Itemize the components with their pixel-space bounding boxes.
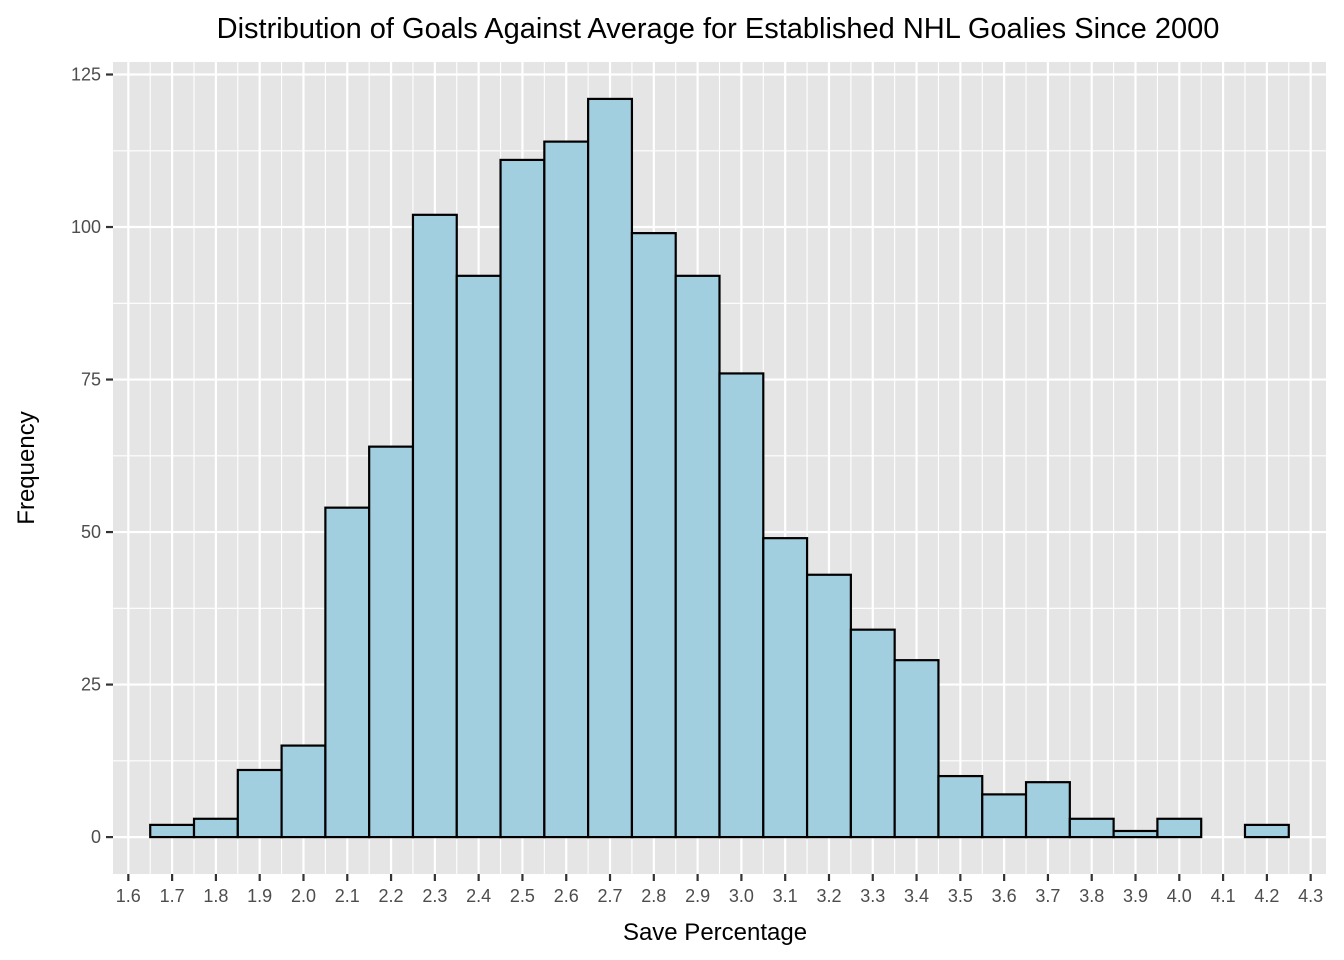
x-tick-label: 3.2 [816, 886, 841, 906]
x-tick-label: 4.1 [1211, 886, 1236, 906]
histogram-bar [324, 506, 371, 839]
x-tick-label: 3.5 [948, 886, 973, 906]
chart-title: Distribution of Goals Against Average fo… [217, 13, 1220, 45]
y-tick-label: 0 [91, 827, 101, 847]
histogram-bar [849, 628, 896, 839]
histogram-bar [368, 445, 415, 839]
histogram-bar [630, 232, 677, 839]
x-tick-label: 2.6 [554, 886, 579, 906]
x-tick-label: 1.6 [116, 886, 141, 906]
histogram-bar [192, 817, 239, 839]
x-tick-label: 3.6 [992, 886, 1017, 906]
x-tick-label: 2.8 [641, 886, 666, 906]
histogram-bar [718, 372, 765, 839]
x-tick-label: 1.9 [247, 886, 272, 906]
x-tick-label: 2.4 [466, 886, 491, 906]
histogram-bar [674, 274, 721, 839]
x-tick-label: 4.0 [1167, 886, 1192, 906]
x-tick-label: 1.8 [203, 886, 228, 906]
bar-group [149, 97, 1290, 839]
histogram-bar [411, 213, 458, 839]
x-tick-label: 3.4 [904, 886, 929, 906]
y-axis: 0 25 50 75 100 125 [71, 65, 113, 847]
x-axis-title: Save Percentage [623, 919, 807, 946]
x-tick-label: 4.2 [1254, 886, 1279, 906]
histogram-bar [1243, 823, 1290, 839]
histogram-bar [280, 744, 327, 839]
x-tick-label: 2.3 [422, 886, 447, 906]
x-tick-label: 2.1 [335, 886, 360, 906]
x-tick-label: 3.1 [773, 886, 798, 906]
histogram-bar [762, 537, 809, 839]
histogram-bar [937, 774, 984, 839]
x-axis: 1.6 1.7 1.8 1.9 2.0 2.1 2.2 2.3 2.4 2.5 2.6 2.7 2.8 2… [116, 874, 1323, 906]
histogram-bar [1112, 829, 1159, 839]
x-tick-label: 2.7 [598, 886, 623, 906]
y-tick-label: 50 [81, 522, 101, 542]
x-tick-label: 3.7 [1035, 886, 1060, 906]
x-tick-label: 2.2 [379, 886, 404, 906]
x-tick-label: 3.9 [1123, 886, 1148, 906]
histogram-bar [149, 823, 196, 839]
x-tick-label: 4.3 [1298, 886, 1323, 906]
histogram-bar [587, 97, 634, 839]
histogram-bar [1068, 817, 1115, 839]
y-tick-label: 125 [71, 65, 101, 85]
histogram-bar [543, 140, 590, 839]
x-tick-label: 3.0 [729, 886, 754, 906]
histogram-bar [236, 768, 283, 839]
x-tick-label: 2.5 [510, 886, 535, 906]
y-tick-label: 75 [81, 370, 101, 390]
y-tick-label: 25 [81, 675, 101, 695]
x-tick-label: 2.0 [291, 886, 316, 906]
x-tick-label: 1.7 [160, 886, 185, 906]
histogram-bar [893, 659, 940, 839]
y-tick-label: 100 [71, 217, 101, 237]
x-tick-label: 2.9 [685, 886, 710, 906]
x-tick-label: 3.3 [860, 886, 885, 906]
histogram-bar [455, 274, 502, 839]
histogram-bar [1156, 817, 1203, 839]
histogram-bar [981, 793, 1028, 839]
histogram-bar [805, 573, 852, 839]
histogram-bar [499, 158, 546, 839]
histogram-bar [1024, 781, 1071, 839]
x-tick-label: 3.8 [1079, 886, 1104, 906]
y-axis-title: Frequency [13, 411, 40, 524]
